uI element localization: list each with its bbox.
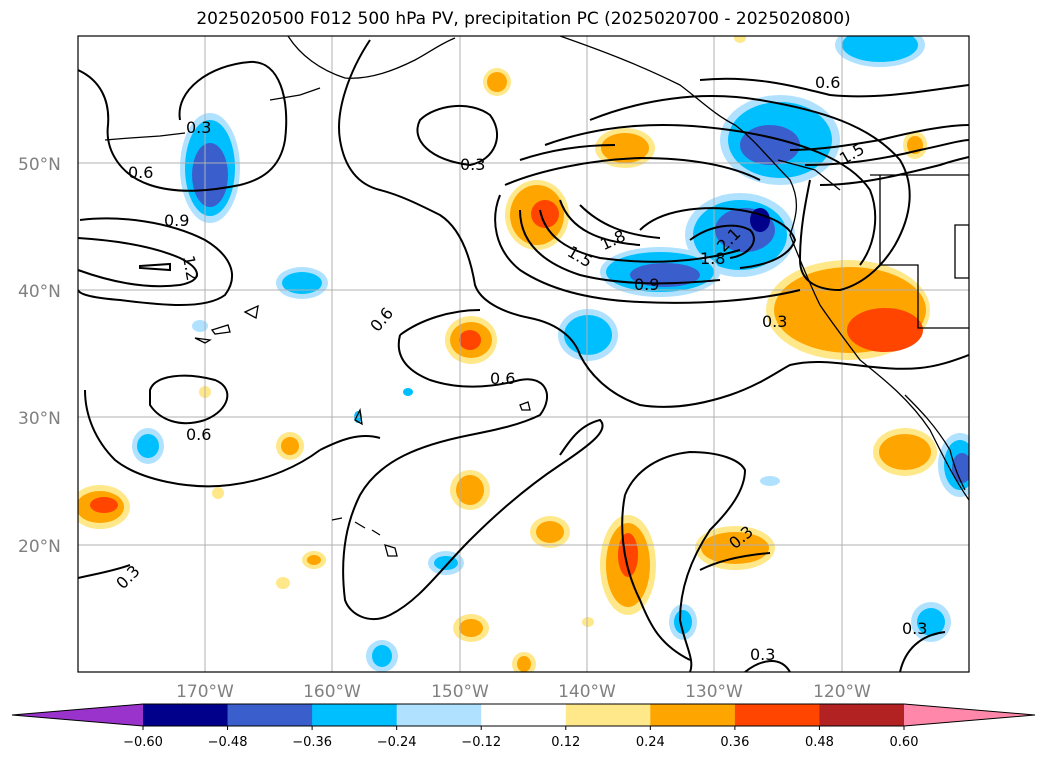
colorbar-tick-label: 0.24 <box>636 735 665 750</box>
colorbar-tick-label: 0.12 <box>551 735 580 750</box>
precip-positive-shading <box>78 36 937 672</box>
map-gridlines <box>78 36 969 672</box>
lon-labels: 170°W 160°W 150°W 140°W 130°W 120°W <box>176 682 871 702</box>
colorbar-segment <box>312 704 398 726</box>
map-frame <box>77 35 970 673</box>
colorbar-segment <box>734 704 820 726</box>
lon-label: 150°W <box>431 682 489 702</box>
map-title: 2025020500 F012 500 hPa PV, precipitatio… <box>196 9 851 29</box>
colorbar-segment <box>143 704 229 726</box>
contour-label: 0.9 <box>634 275 659 294</box>
colorbar-tick-label: −0.24 <box>377 735 417 750</box>
contour-label: 0.6 <box>490 369 515 388</box>
lon-label: 140°W <box>558 682 616 702</box>
contour-label: 0.6 <box>128 163 153 182</box>
colorbar-tick-label: −0.60 <box>123 735 163 750</box>
contour-label: 0.9 <box>164 211 189 230</box>
lat-labels: 50°N 40°N 30°N 20°N <box>18 155 61 557</box>
lon-label: 160°W <box>303 682 361 702</box>
lon-label: 130°W <box>685 682 743 702</box>
colorbar: −0.60 −0.48 −0.36 −0.24 −0.12 0.12 0.24 0.36 0.4… <box>11 703 1036 750</box>
colorbar-segment <box>650 704 736 726</box>
colorbar-segment <box>565 704 651 726</box>
colorbar-segment <box>227 704 313 726</box>
lon-label: 120°W <box>813 682 871 702</box>
colorbar-tick-label: 0.48 <box>805 735 834 750</box>
contour-label: 0.3 <box>750 645 775 664</box>
lat-label: 40°N <box>18 282 61 302</box>
contour-label: 0.3 <box>186 118 211 137</box>
lon-label: 170°W <box>176 682 234 702</box>
contour-label: 0.3 <box>762 312 787 331</box>
colorbar-segment <box>481 704 567 726</box>
lat-label: 50°N <box>18 155 61 175</box>
contour-label: 0.6 <box>186 425 211 444</box>
colorbar-extend-low <box>12 704 143 726</box>
colorbar-tick-label: −0.36 <box>292 735 332 750</box>
islands <box>194 304 531 557</box>
contour-label: 1.8 <box>700 249 725 268</box>
colorbar-tick-label: −0.48 <box>208 735 248 750</box>
colorbar-tick-label: 0.36 <box>720 735 749 750</box>
colorbar-tick-label: 0.60 <box>890 735 919 750</box>
colorbar-segment <box>819 704 905 726</box>
colorbar-segment <box>396 704 482 726</box>
lat-label: 30°N <box>18 409 61 429</box>
contour-label: 1.2 <box>179 254 202 282</box>
coastlines <box>104 36 969 501</box>
colorbar-tick-label: −0.12 <box>461 735 501 750</box>
contour-label: 0.3 <box>902 619 927 638</box>
lat-label: 20°N <box>18 537 61 557</box>
contour-label: 0.6 <box>815 73 840 92</box>
contour-label: 0.3 <box>460 155 485 174</box>
colorbar-extend-high <box>904 704 1035 726</box>
pv-contours <box>78 39 969 672</box>
